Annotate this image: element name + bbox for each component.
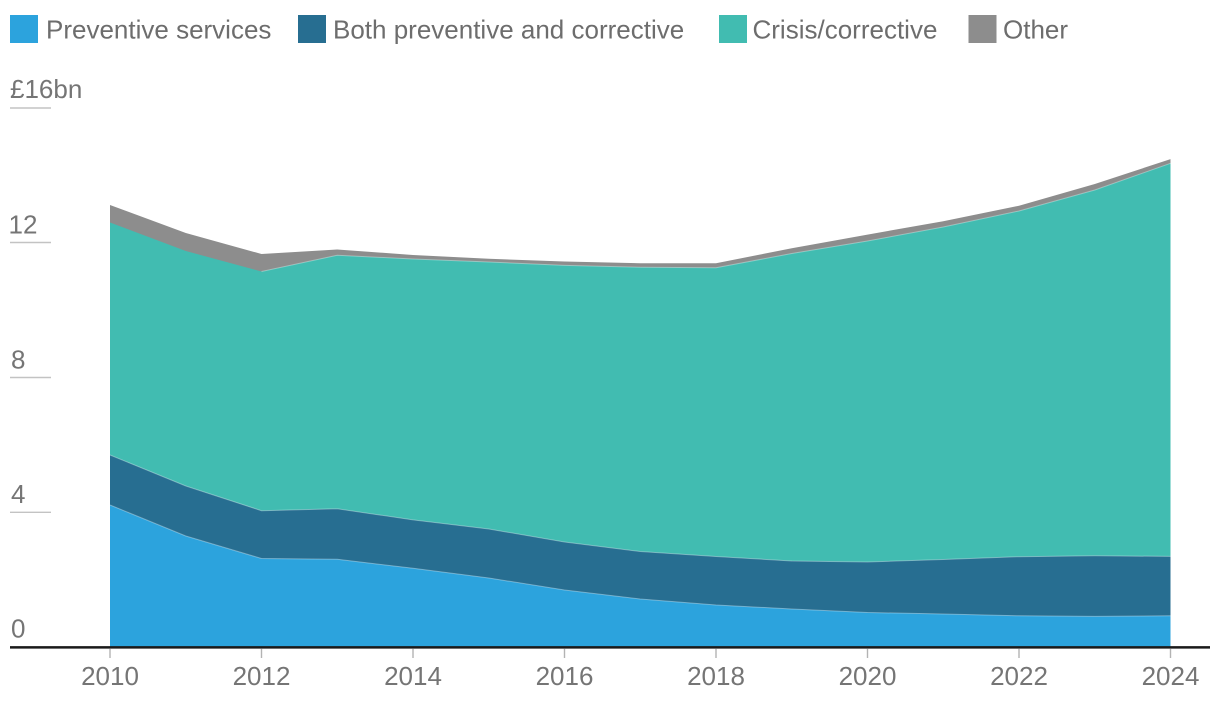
- svg-text:2020: 2020: [839, 661, 897, 691]
- svg-text:£16bn: £16bn: [10, 74, 82, 104]
- svg-text:Both preventive and corrective: Both preventive and corrective: [333, 15, 684, 45]
- svg-text:Preventive services: Preventive services: [46, 15, 271, 45]
- svg-text:Crisis/corrective: Crisis/corrective: [753, 15, 938, 45]
- svg-text:2024: 2024: [1142, 661, 1200, 691]
- svg-text:8: 8: [11, 345, 25, 375]
- svg-text:2018: 2018: [687, 661, 745, 691]
- svg-text:2010: 2010: [81, 661, 139, 691]
- svg-text:2014: 2014: [384, 661, 442, 691]
- svg-text:2016: 2016: [536, 661, 594, 691]
- svg-text:2022: 2022: [990, 661, 1048, 691]
- svg-text:4: 4: [11, 479, 25, 509]
- svg-text:2012: 2012: [233, 661, 291, 691]
- svg-text:Other: Other: [1003, 15, 1068, 45]
- svg-text:12: 12: [9, 209, 38, 239]
- svg-text:0: 0: [11, 614, 25, 644]
